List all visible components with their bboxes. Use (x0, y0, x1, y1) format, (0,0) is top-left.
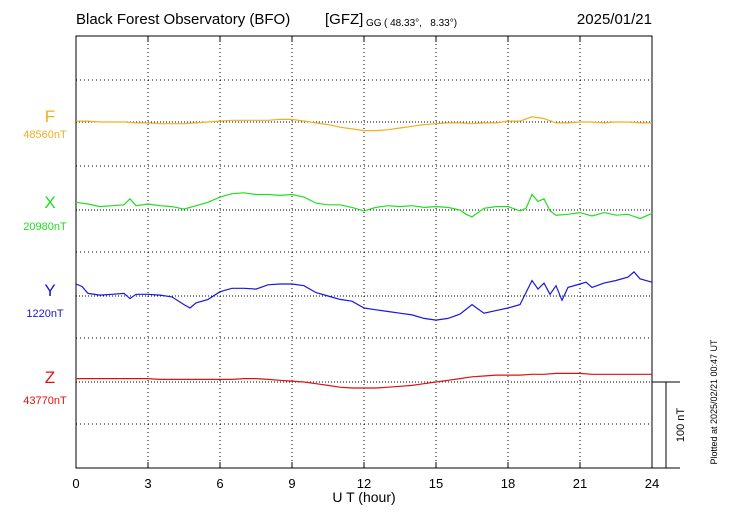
coords-prefix: GG (366, 18, 382, 29)
chart-date: 2025/01/21 (577, 11, 652, 28)
x-tick-label: 18 (501, 476, 515, 491)
series-baselines (76, 121, 652, 383)
station-coords: ( 48.33°, 8.33°) (384, 18, 457, 29)
series-name-y: Y (44, 281, 55, 300)
series-labels: F 48560nT X 20980nT Y 1220nT Z 43770nT (23, 107, 67, 407)
scale-bar-label: 100 nT (675, 408, 687, 443)
x-tick-label: 24 (645, 476, 659, 491)
x-tick-label: 0 (72, 476, 79, 491)
series-line-y (75, 271, 653, 321)
series-baseline-label-x: 20980nT (23, 221, 67, 233)
x-tick-label: 15 (429, 476, 443, 491)
series-baseline-label-y: 1220nT (26, 308, 64, 320)
x-axis: 0 3 6 9 12 15 18 21 24 (72, 36, 659, 491)
institute-label: [GFZ] (325, 11, 363, 28)
x-tick-label: 12 (357, 476, 371, 491)
plotted-note: Plotted at 2025/02/21 00:47 UT (709, 339, 719, 465)
series-line-x (75, 192, 653, 220)
chart-title: Black Forest Observatory (BFO) (76, 11, 290, 28)
x-axis-label: U T (hour) (332, 489, 395, 505)
x-tick-label: 21 (573, 476, 587, 491)
grid-lines (76, 36, 652, 468)
series-lines (75, 116, 653, 389)
series-name-f: F (45, 107, 55, 126)
series-baseline-label-f: 48560nT (23, 129, 67, 141)
series-line-f (76, 116, 652, 132)
x-tick-label: 9 (288, 476, 295, 491)
scale-bar: 100 nT (652, 381, 687, 469)
series-name-z: Z (45, 368, 55, 387)
series-baseline-label-z: 43770nT (23, 395, 67, 407)
series-line-z (76, 372, 652, 389)
series-name-x: X (44, 193, 55, 212)
x-tick-label: 3 (144, 476, 151, 491)
x-tick-label: 6 (216, 476, 223, 491)
